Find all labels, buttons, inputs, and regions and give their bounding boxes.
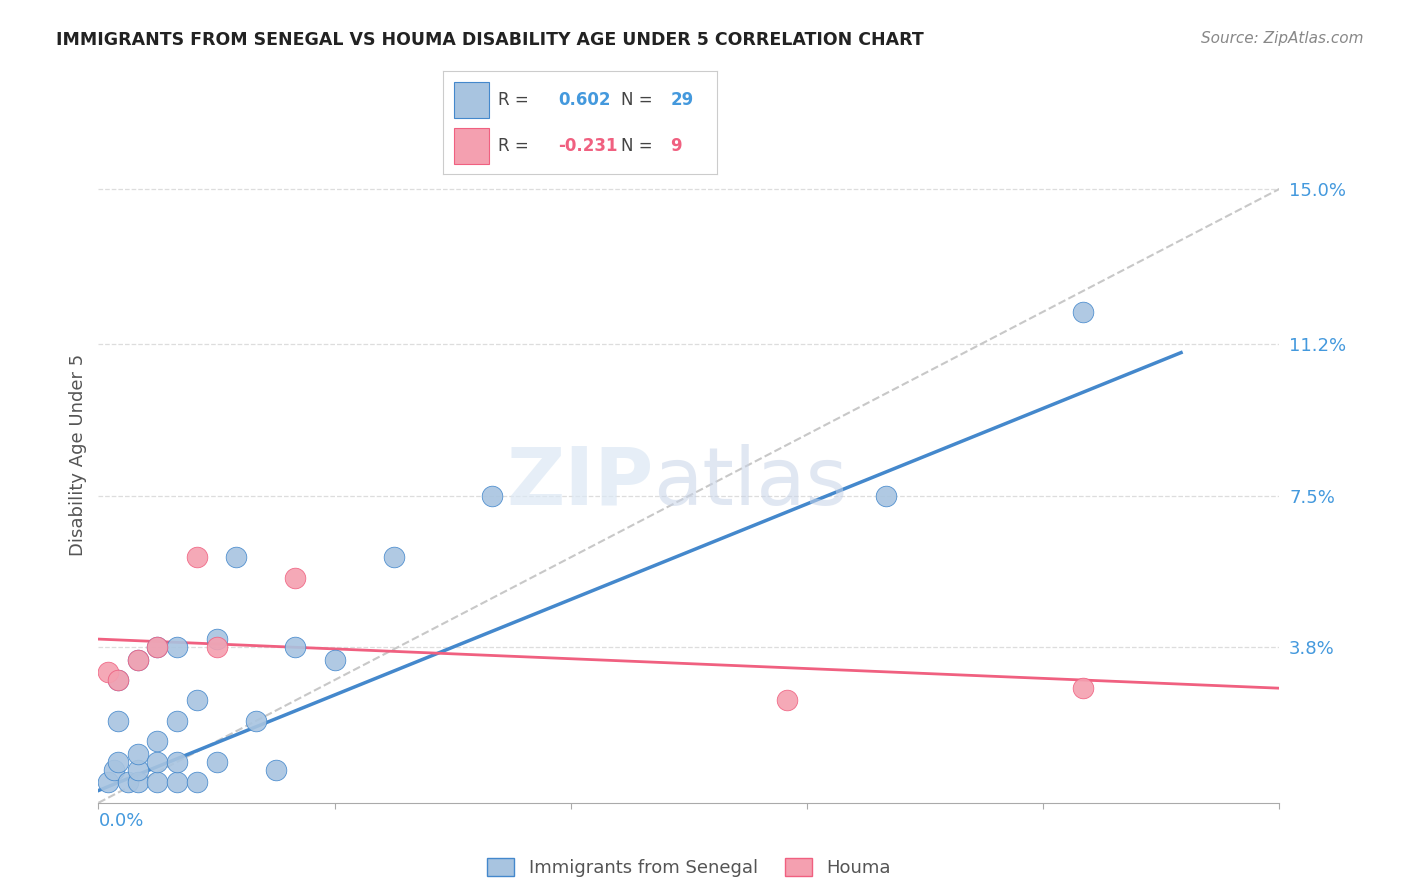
- Point: [146, 640, 169, 655]
- Text: Source: ZipAtlas.com: Source: ZipAtlas.com: [1201, 31, 1364, 46]
- Point: [205, 632, 228, 646]
- Point: [117, 775, 139, 789]
- Point: [166, 640, 188, 655]
- Point: [481, 489, 503, 503]
- Point: [166, 775, 188, 789]
- Point: [382, 550, 405, 565]
- Point: [205, 755, 228, 769]
- Text: 0.602: 0.602: [558, 91, 610, 109]
- Point: [875, 489, 897, 503]
- Point: [225, 550, 247, 565]
- Point: [127, 747, 149, 761]
- Point: [264, 763, 287, 777]
- Point: [1071, 304, 1094, 318]
- Text: ZIP: ZIP: [506, 443, 654, 522]
- Text: R =: R =: [498, 91, 534, 109]
- Text: N =: N =: [621, 91, 658, 109]
- Point: [323, 652, 346, 666]
- Point: [127, 775, 149, 789]
- Point: [146, 775, 169, 789]
- Point: [186, 775, 208, 789]
- Bar: [454, 128, 489, 163]
- Point: [284, 640, 307, 655]
- Text: atlas: atlas: [654, 443, 848, 522]
- Text: IMMIGRANTS FROM SENEGAL VS HOUMA DISABILITY AGE UNDER 5 CORRELATION CHART: IMMIGRANTS FROM SENEGAL VS HOUMA DISABIL…: [56, 31, 924, 49]
- Point: [107, 673, 129, 687]
- Point: [107, 673, 129, 687]
- Point: [127, 652, 149, 666]
- Text: -0.231: -0.231: [558, 136, 617, 154]
- Bar: [454, 81, 489, 118]
- Point: [205, 640, 228, 655]
- Text: 0.0%: 0.0%: [98, 812, 143, 830]
- Text: N =: N =: [621, 136, 658, 154]
- Text: 29: 29: [671, 91, 693, 109]
- Text: 9: 9: [671, 136, 682, 154]
- Y-axis label: Disability Age Under 5: Disability Age Under 5: [69, 354, 87, 556]
- Point: [107, 714, 129, 728]
- Point: [103, 763, 125, 777]
- Text: R =: R =: [498, 136, 534, 154]
- Point: [166, 755, 188, 769]
- Point: [186, 550, 208, 565]
- Point: [107, 755, 129, 769]
- Point: [186, 693, 208, 707]
- Point: [97, 775, 120, 789]
- Point: [127, 763, 149, 777]
- Point: [1071, 681, 1094, 696]
- Point: [146, 640, 169, 655]
- Point: [127, 652, 149, 666]
- Point: [146, 734, 169, 748]
- Point: [284, 571, 307, 585]
- Point: [146, 755, 169, 769]
- Point: [97, 665, 120, 679]
- Point: [776, 693, 799, 707]
- Point: [166, 714, 188, 728]
- Legend: Immigrants from Senegal, Houma: Immigrants from Senegal, Houma: [479, 850, 898, 884]
- Point: [245, 714, 267, 728]
